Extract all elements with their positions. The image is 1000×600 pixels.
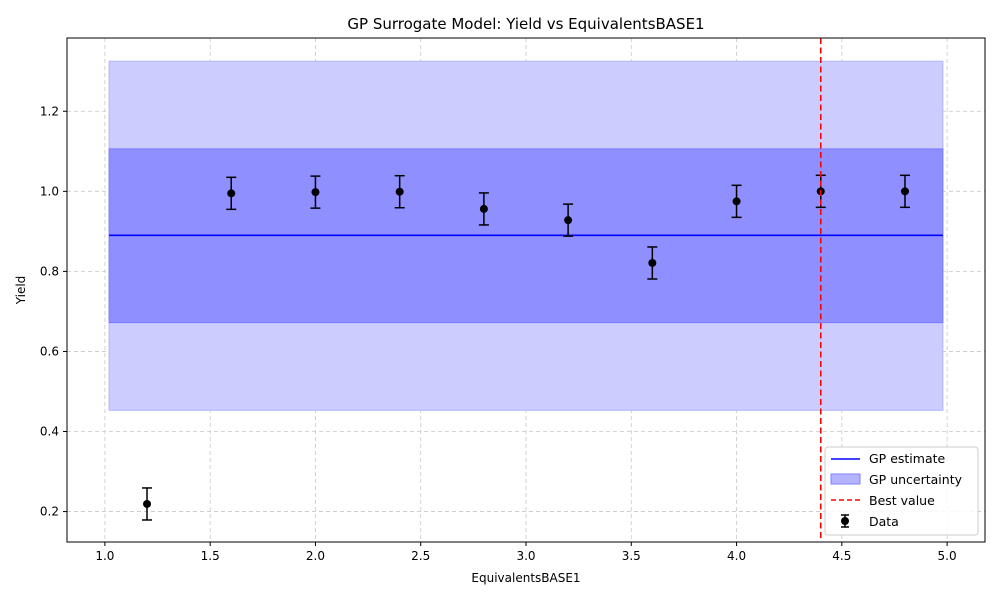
data-point-2 — [311, 188, 320, 197]
data-point-5 — [564, 216, 573, 225]
y-tick-label-1: 0.4 — [40, 425, 59, 439]
legend-gp-uncertainty-swatch — [830, 473, 861, 485]
data-point-9 — [900, 187, 909, 196]
data-point-3 — [395, 187, 404, 196]
legend-data-label: Data — [869, 514, 899, 529]
legend: GP estimate GP uncertainty Best value Da… — [824, 446, 979, 536]
data-point-4 — [479, 204, 488, 213]
x-tick-label-8: 5.0 — [938, 549, 957, 563]
x-tick-label-0: 1.0 — [95, 549, 114, 563]
y-tick-label-5: 1.2 — [40, 104, 59, 118]
y-tick-label-2: 0.6 — [40, 344, 59, 358]
legend-box — [824, 446, 979, 536]
y-tick-label-4: 1.0 — [40, 184, 59, 198]
y-tick-label-0: 0.2 — [40, 505, 59, 519]
x-axis-label: EquivalentsBASE1 — [471, 571, 580, 585]
x-tick-label-7: 4.5 — [832, 549, 851, 563]
data-point-1 — [227, 189, 236, 198]
data-point-6 — [648, 258, 657, 267]
legend-gp-estimate-label: GP estimate — [869, 451, 946, 466]
chart-title: GP Surrogate Model: Yield vs Equivalents… — [347, 15, 704, 33]
legend-best-value-label: Best value — [869, 493, 935, 508]
data-point-0 — [143, 499, 152, 508]
x-tick-label-2: 2.0 — [306, 549, 325, 563]
x-tick-label-1: 1.5 — [201, 549, 220, 563]
x-tick-label-5: 3.5 — [622, 549, 641, 563]
x-tick-label-4: 3.0 — [516, 549, 535, 563]
y-tick-label-3: 0.8 — [40, 264, 59, 278]
x-tick-label-3: 2.5 — [411, 549, 430, 563]
x-tick-label-6: 4.0 — [727, 549, 746, 563]
data-point-7 — [732, 197, 741, 206]
legend-gp-uncertainty-label: GP uncertainty — [869, 472, 963, 487]
legend-data-swatch — [841, 514, 849, 528]
y-axis-label: Yield — [14, 276, 28, 306]
